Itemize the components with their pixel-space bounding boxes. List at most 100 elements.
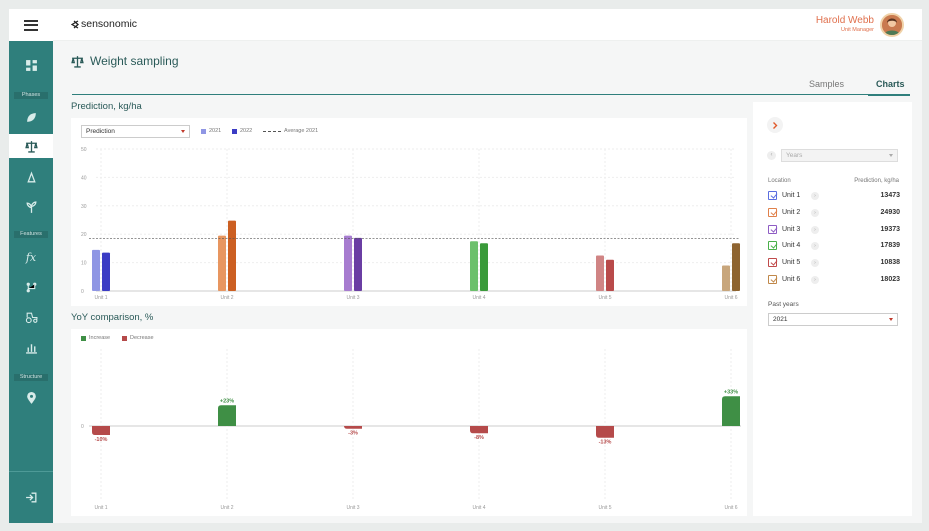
years-select[interactable]: Years <box>781 149 898 162</box>
y-tick-label: 50 <box>81 147 87 153</box>
unit-checkbox[interactable] <box>768 191 777 200</box>
unit-prediction-value: 24930 <box>880 208 900 216</box>
user-info[interactable]: Harold Webb Unit Manager <box>816 15 874 34</box>
sidebar-item-connections[interactable] <box>9 275 53 299</box>
sidebar-item-dashboard[interactable] <box>9 53 53 77</box>
unit-checkbox[interactable] <box>768 207 777 217</box>
yoy-bar-unit-5 <box>596 426 614 438</box>
unit-prediction-value: 18023 <box>880 276 900 283</box>
chevron-right-icon[interactable]: › <box>811 242 819 251</box>
logout-button[interactable] <box>9 485 53 509</box>
sidebar-item-analytics[interactable] <box>9 335 53 359</box>
unit-checkbox[interactable] <box>768 275 777 284</box>
y-tick-label: 40 <box>81 175 87 181</box>
yoy-title: YoY comparison, % <box>71 312 154 323</box>
sidebar-item-sprout[interactable] <box>9 195 53 219</box>
sidebar-item-formula[interactable]: fx <box>9 245 53 269</box>
bar-2021-unit-2 <box>218 235 226 291</box>
logout-icon <box>25 492 36 502</box>
bar-2022-unit-3 <box>354 237 362 291</box>
unit-row: Unit 3 › 19373 <box>768 224 900 236</box>
legend-average: Average 2021 <box>263 128 318 134</box>
sidebar-item-harvest[interactable] <box>9 165 53 189</box>
prediction-select[interactable]: Prediction <box>81 125 190 138</box>
yoy-data-label: -3% <box>348 431 358 437</box>
x-tick-label: Unit 4 <box>472 505 485 511</box>
yoy-data-label: +33% <box>724 389 738 395</box>
avatar-image <box>882 15 902 35</box>
x-tick-label: Unit 5 <box>598 505 611 511</box>
sidebar: Phases Features fx Structure <box>9 9 53 523</box>
x-tick-label: Unit 6 <box>724 505 737 511</box>
chevron-right-icon[interactable]: › <box>811 259 819 268</box>
legend-2022: 2022 <box>232 128 252 134</box>
prediction-title: Prediction, kg/ha <box>71 101 142 112</box>
collapse-panel-button[interactable] <box>767 117 783 133</box>
sidebar-section-structure: Structure <box>14 374 48 381</box>
bar-2022-unit-2 <box>228 220 236 291</box>
yoy-bar-unit-2 <box>218 405 236 426</box>
yoy-bar-unit-3 <box>344 425 362 429</box>
bar-2021-unit-5 <box>596 255 604 291</box>
yoy-data-label: -10% <box>95 437 108 443</box>
chevron-right-icon[interactable]: › <box>811 276 819 284</box>
unit-checkbox[interactable] <box>768 241 777 251</box>
sprout-icon <box>26 200 36 213</box>
top-bar: sensonomic Harold Webb Unit Manager <box>53 9 922 41</box>
recycle-icon <box>26 170 36 182</box>
tab-charts[interactable]: Charts <box>876 79 905 89</box>
sidebar-section-phases: Phases <box>14 92 48 99</box>
brand-logo[interactable]: sensonomic <box>71 18 137 30</box>
bar-2022-unit-1 <box>102 252 110 291</box>
tab-samples[interactable]: Samples <box>809 79 845 89</box>
yoy-data-label: -13% <box>599 440 612 446</box>
location-pin-icon <box>26 391 36 404</box>
yoy-data-label: +23% <box>220 398 234 404</box>
chevron-right-icon[interactable]: › <box>811 208 819 217</box>
unit-checkbox[interactable] <box>768 224 777 234</box>
sidebar-item-tractor[interactable] <box>9 305 53 329</box>
sidebar-item-location[interactable] <box>9 386 53 410</box>
x-tick-label: Unit 1 <box>94 295 107 301</box>
unit-name: Unit 5 <box>782 259 801 267</box>
plant-chart-icon <box>25 343 37 354</box>
bar-2022-unit-5 <box>606 259 614 291</box>
bar-2021-unit-3 <box>344 235 352 291</box>
hamburger-icon <box>24 17 38 33</box>
past-years-label: Past years <box>768 301 799 308</box>
yoy-chart: 0 -10% Unit 1 +23% Unit 2 -3% Unit 3 -8% Unit 4 -… <box>81 349 741 511</box>
unit-prediction-value: 13473 <box>880 192 900 199</box>
unit-prediction-value: 17839 <box>880 242 900 250</box>
main-content: Weight sampling Samples Charts Predictio… <box>53 41 922 523</box>
unit-prediction-value: 10838 <box>880 259 900 267</box>
bar-2022-unit-4 <box>480 243 488 291</box>
y-tick-label: 0 <box>81 424 84 430</box>
bar-2021-unit-1 <box>92 249 100 291</box>
past-years-select[interactable]: 2021 <box>768 313 898 326</box>
x-tick-label: Unit 3 <box>346 505 359 511</box>
yoy-bar-unit-1 <box>92 426 110 435</box>
prediction-card: Prediction 2021 2022 Average 2021 0 10 20 3… <box>71 118 747 306</box>
years-prev-button[interactable]: ‹ <box>767 151 776 160</box>
active-tab-indicator <box>868 94 910 96</box>
tab-bar: Samples Charts <box>72 79 910 96</box>
yoy-bar-unit-4 <box>470 426 488 434</box>
sidebar-item-leaf[interactable] <box>9 105 53 129</box>
prediction-column-header: Prediction, kg/ha <box>854 178 899 184</box>
unit-name: Unit 4 <box>782 242 801 250</box>
unit-row: Unit 4 › 17839 <box>768 241 900 252</box>
x-tick-label: Unit 2 <box>220 295 233 301</box>
sidebar-section-features: Features <box>14 231 48 238</box>
unit-name: Unit 6 <box>782 276 801 283</box>
x-tick-label: Unit 2 <box>220 505 233 511</box>
avatar[interactable] <box>880 13 904 37</box>
unit-checkbox[interactable] <box>768 258 777 268</box>
leaf-icon <box>26 112 36 122</box>
nodes-icon <box>26 282 36 292</box>
chevron-right-icon[interactable]: › <box>811 192 819 200</box>
yoy-bar-unit-6 <box>722 396 740 426</box>
menu-button[interactable] <box>9 9 53 41</box>
sidebar-item-weight-sampling[interactable] <box>9 134 53 158</box>
chevron-right-icon[interactable]: › <box>811 225 819 234</box>
prediction-chart: 0 10 20 30 40 50 Unit 1 Unit 2 Unit 3 Unit 4 Unit … <box>81 147 740 301</box>
